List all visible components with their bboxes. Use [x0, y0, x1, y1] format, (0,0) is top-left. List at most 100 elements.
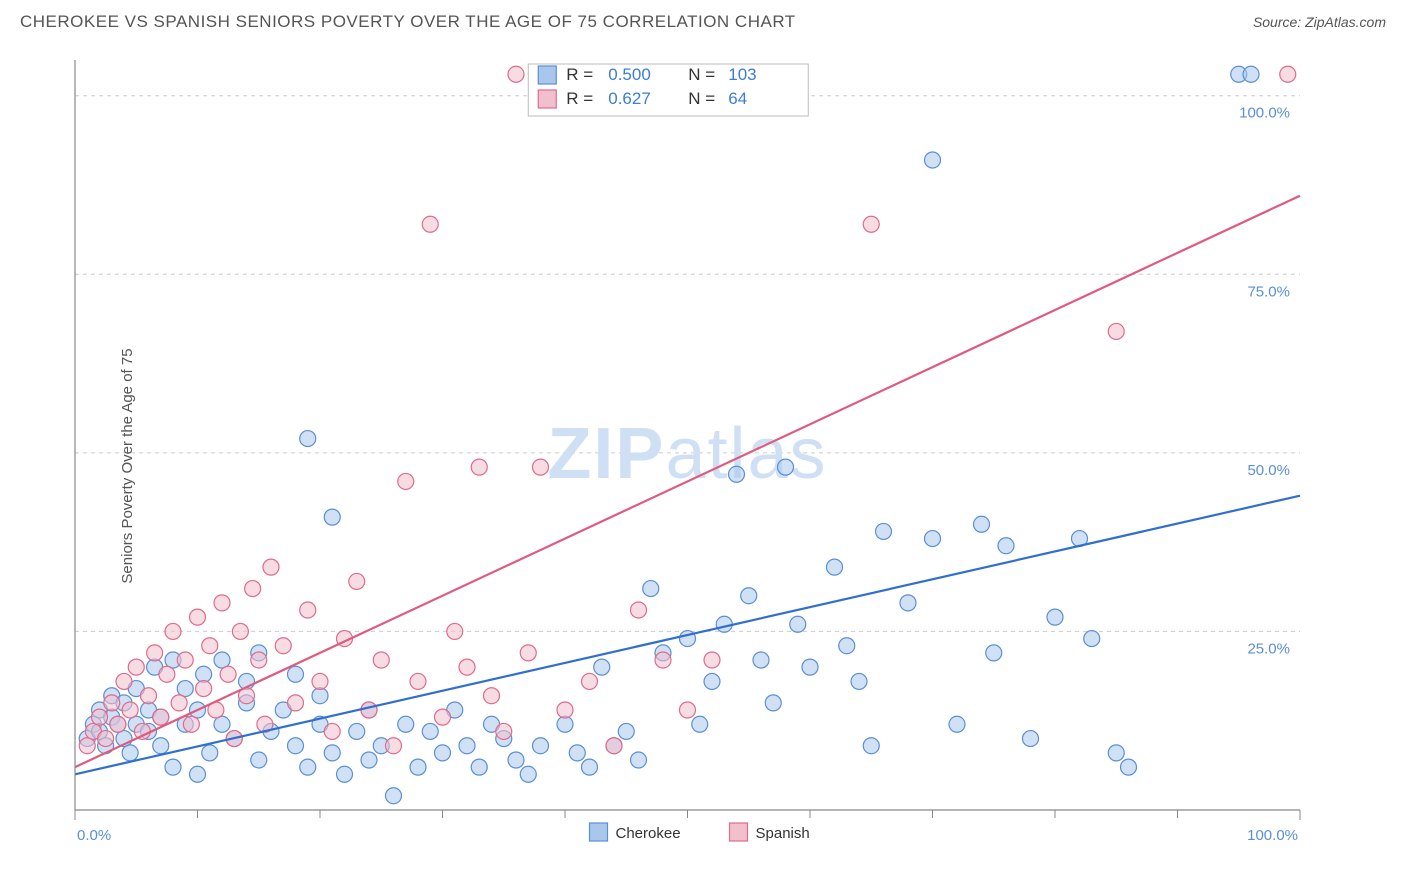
data-point [386, 738, 402, 754]
data-point [692, 716, 708, 732]
data-point [986, 645, 1002, 661]
data-point [214, 716, 230, 732]
data-point [134, 723, 150, 739]
data-point [410, 673, 426, 689]
data-point [1243, 66, 1259, 82]
series-swatch [590, 823, 608, 841]
data-point [171, 695, 187, 711]
data-point [196, 681, 212, 697]
data-point [98, 731, 114, 747]
y-tick-label: 100.0% [1239, 105, 1290, 122]
data-point [949, 716, 965, 732]
data-point [196, 666, 212, 682]
y-axis-label: Seniors Poverty Over the Age of 75 [119, 348, 136, 583]
data-point [177, 681, 193, 697]
legend-swatch [538, 66, 556, 84]
data-point [631, 752, 647, 768]
data-point [153, 738, 169, 754]
data-point [741, 588, 757, 604]
data-point [680, 702, 696, 718]
data-point [398, 716, 414, 732]
data-point [655, 652, 671, 668]
data-point [471, 459, 487, 475]
data-point [631, 602, 647, 618]
legend-r-value: 0.500 [608, 65, 651, 84]
data-point [245, 581, 261, 597]
data-point [778, 459, 794, 475]
chart-container: Seniors Poverty Over the Age of 75 25.0%… [20, 50, 1386, 882]
data-point [1121, 759, 1137, 775]
data-point [508, 66, 524, 82]
data-point [557, 716, 573, 732]
data-point [202, 745, 218, 761]
data-point [202, 638, 218, 654]
data-point [324, 723, 340, 739]
data-point [704, 652, 720, 668]
y-tick-label: 25.0% [1247, 640, 1290, 657]
data-point [582, 759, 598, 775]
data-point [312, 688, 328, 704]
legend-n-label: N = [688, 65, 715, 84]
data-point [190, 766, 206, 782]
data-point [373, 652, 389, 668]
x-tick-label: 100.0% [1247, 827, 1298, 844]
data-point [484, 688, 500, 704]
data-point [177, 652, 193, 668]
data-point [533, 459, 549, 475]
data-point [998, 538, 1014, 554]
legend-r-label: R = [566, 89, 593, 108]
data-point [863, 216, 879, 232]
trend-line [75, 496, 1300, 775]
data-point [349, 573, 365, 589]
data-point [153, 709, 169, 725]
data-point [263, 559, 279, 575]
data-point [827, 559, 843, 575]
data-point [851, 673, 867, 689]
data-point [729, 466, 745, 482]
legend-swatch [538, 90, 556, 108]
trend-line [75, 196, 1300, 767]
data-point [471, 759, 487, 775]
data-point [147, 645, 163, 661]
data-point [753, 652, 769, 668]
data-point [643, 581, 659, 597]
data-point [802, 659, 818, 675]
data-point [312, 673, 328, 689]
legend-r-label: R = [566, 65, 593, 84]
data-point [704, 673, 720, 689]
data-point [520, 766, 536, 782]
chart-title: CHEROKEE VS SPANISH SENIORS POVERTY OVER… [20, 12, 796, 32]
data-point [422, 723, 438, 739]
data-point [435, 745, 451, 761]
data-point [141, 688, 157, 704]
data-point [128, 659, 144, 675]
y-tick-label: 50.0% [1247, 462, 1290, 479]
data-point [863, 738, 879, 754]
legend-n-value: 103 [728, 65, 756, 84]
data-point [116, 673, 132, 689]
data-point [288, 738, 304, 754]
data-point [104, 695, 120, 711]
data-point [165, 759, 181, 775]
series-swatch [730, 823, 748, 841]
data-point [251, 752, 267, 768]
series-label: Spanish [756, 825, 810, 842]
data-point [361, 702, 377, 718]
data-point [765, 695, 781, 711]
data-point [557, 702, 573, 718]
data-point [251, 652, 267, 668]
data-point [275, 638, 291, 654]
data-point [1108, 323, 1124, 339]
data-point [324, 745, 340, 761]
x-tick-label: 0.0% [77, 827, 111, 844]
data-point [974, 516, 990, 532]
data-point [533, 738, 549, 754]
data-point [1108, 745, 1124, 761]
data-point [447, 623, 463, 639]
data-point [159, 666, 175, 682]
data-point [79, 738, 95, 754]
data-point [386, 788, 402, 804]
data-point [925, 152, 941, 168]
data-point [398, 473, 414, 489]
legend-n-value: 64 [728, 89, 747, 108]
